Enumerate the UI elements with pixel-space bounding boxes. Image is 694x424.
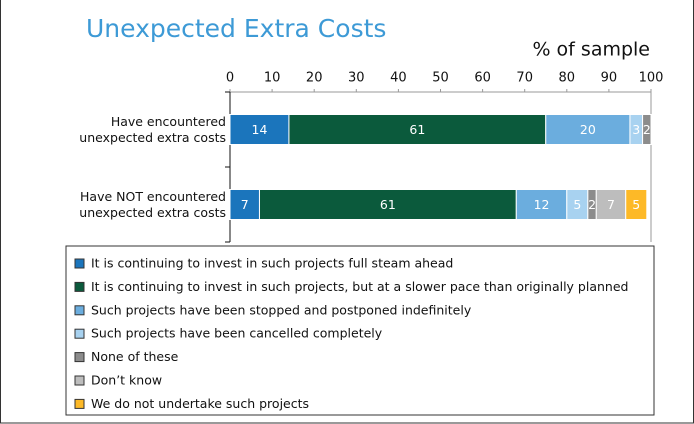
bar-segment: [642, 114, 652, 145]
y-tick-label: Have encountered unexpected extra costs: [79, 113, 226, 145]
value-label: 5: [632, 197, 640, 212]
legend-label: It is continuing to invest in such proje…: [91, 256, 453, 271]
legend-label: Don’t know: [91, 373, 162, 388]
axis-label: % of sample: [532, 39, 650, 61]
x-tick-label: 20: [306, 71, 323, 86]
bar-segment: [625, 189, 648, 220]
bar-segment: [229, 189, 260, 220]
value-label: 3: [632, 122, 640, 137]
legend-swatch: [74, 258, 85, 269]
x-tick-label: 60: [474, 71, 491, 86]
x-tick-label: 10: [264, 71, 281, 86]
value-label: 12: [534, 197, 550, 212]
legend-swatch: [74, 305, 85, 316]
x-tick-label: 50: [432, 71, 449, 86]
x-tick-label: 90: [601, 71, 618, 86]
bar-segment: [545, 114, 631, 145]
legend-label: Such projects have been cancelled comple…: [91, 326, 383, 341]
value-label: 7: [241, 197, 249, 212]
x-tick-label: 40: [390, 71, 407, 86]
value-label: 20: [580, 122, 596, 137]
x-tick-label: 30: [348, 71, 365, 86]
legend-label: Such projects have been stopped and post…: [91, 302, 472, 317]
legend-swatch: [74, 328, 85, 339]
value-label: 61: [380, 197, 396, 212]
value-label: 61: [409, 122, 425, 137]
x-tick-label: 100: [639, 71, 664, 86]
x-tick-label: 0: [226, 71, 234, 86]
chart-title: Unexpected Extra Costs: [86, 14, 386, 43]
x-tick-label: 70: [516, 71, 533, 86]
bar-segment: [229, 114, 290, 145]
legend-label: It is continuing to invest in such proje…: [91, 279, 628, 294]
value-label: 14: [252, 122, 268, 137]
legend-swatch: [74, 398, 85, 409]
legend-swatch: [74, 352, 85, 363]
value-label: 7: [607, 197, 615, 212]
value-label: 2: [643, 122, 651, 137]
legend-swatch: [74, 375, 85, 386]
value-label: 5: [573, 197, 581, 212]
x-tick-label: 80: [559, 71, 576, 86]
bar-segment: [515, 189, 568, 220]
y-tick-label: Have NOT encountered unexpected extra co…: [79, 188, 226, 220]
legend-box: [65, 245, 655, 416]
legend-label: We do not undertake such projects: [91, 396, 309, 411]
legend-swatch: [74, 281, 85, 292]
value-label: 2: [588, 197, 596, 212]
legend-label: None of these: [91, 349, 179, 364]
